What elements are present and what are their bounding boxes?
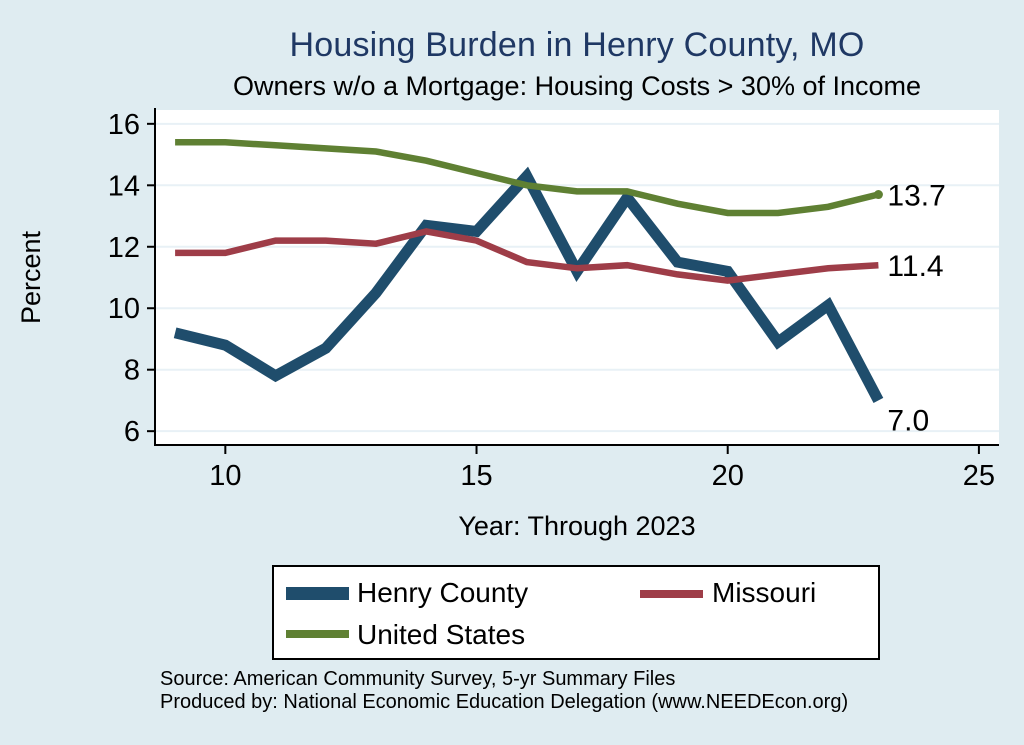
line-chart: 6 8 10 12 14 16 10 15 20 25 7.0 11.4 13.7 Percent bbox=[16, 108, 999, 492]
series-line-missouri bbox=[175, 228, 879, 284]
legend: Henry County Missouri United States bbox=[272, 565, 880, 660]
legend-label-united-states: United States bbox=[357, 619, 526, 650]
source-note: Source: American Community Survey, 5-yr … bbox=[160, 668, 848, 714]
legend-swatch-henry-county bbox=[286, 587, 349, 600]
y-tick-label: 16 bbox=[108, 109, 140, 141]
y-tick-label: 8 bbox=[124, 355, 140, 387]
y-tick-label: 14 bbox=[108, 170, 140, 202]
y-tick-label: 12 bbox=[108, 232, 140, 264]
legend-label-missouri: Missouri bbox=[712, 577, 817, 608]
y-axis-label: Percent bbox=[16, 230, 46, 324]
y-tick-label: 10 bbox=[108, 293, 140, 325]
y-tick-label: 6 bbox=[124, 416, 140, 448]
source-line-1: Source: American Community Survey, 5-yr … bbox=[160, 668, 676, 690]
x-axis-label: Year: Through 2023 bbox=[458, 511, 696, 541]
series-end-label-united-states: 13.7 bbox=[887, 180, 945, 213]
x-tick-label: 10 bbox=[209, 460, 241, 492]
series-end-label-missouri: 11.4 bbox=[887, 250, 943, 283]
legend-swatch-united-states bbox=[286, 630, 349, 638]
series-end-label-henry-county: 7.0 bbox=[887, 404, 929, 437]
x-tick-label: 25 bbox=[963, 460, 995, 492]
series-end-marker-united-states bbox=[873, 190, 883, 200]
legend-swatch-missouri bbox=[640, 590, 703, 598]
x-tick-label: 20 bbox=[712, 460, 744, 492]
x-tick-label: 15 bbox=[460, 460, 492, 492]
chart-subtitle: Owners w/o a Mortgage: Housing Costs > 3… bbox=[232, 71, 922, 101]
series-line-henry-county bbox=[173, 166, 884, 403]
source-line-2: Produced by: National Economic Education… bbox=[160, 691, 849, 713]
series-line-united-states bbox=[175, 139, 880, 217]
axis-lines bbox=[154, 108, 999, 446]
chart-title: Housing Burden in Henry County, MO bbox=[289, 26, 865, 64]
legend-label-henry-county: Henry County bbox=[357, 577, 529, 608]
